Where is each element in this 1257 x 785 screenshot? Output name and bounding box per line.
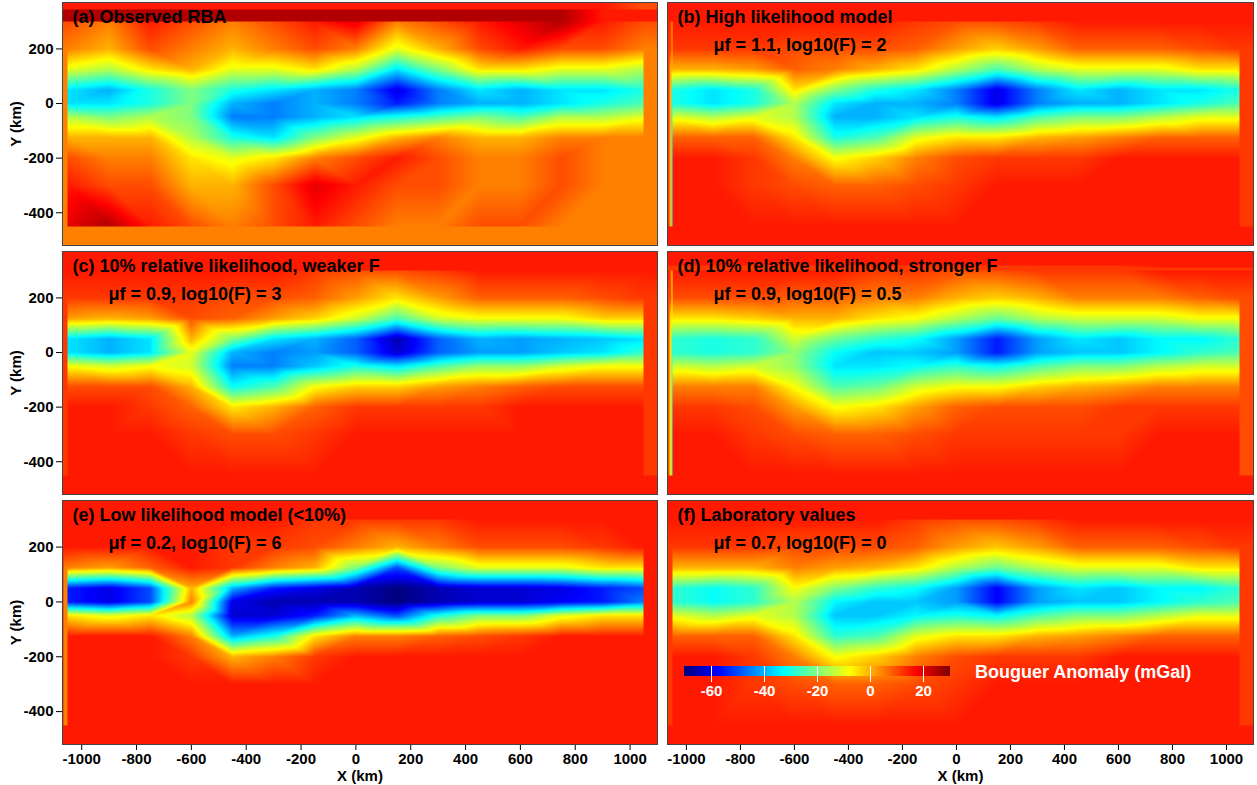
svg-text:0: 0 [952, 750, 960, 767]
svg-text:-60: -60 [701, 682, 723, 699]
svg-text:-40: -40 [754, 682, 776, 699]
svg-text:(f) Laboratory values: (f) Laboratory values [678, 505, 856, 525]
svg-text:200: 200 [398, 750, 423, 767]
svg-text:X (km): X (km) [337, 767, 383, 784]
svg-text:μf = 0.9, log10(F) = 0.5: μf = 0.9, log10(F) = 0.5 [714, 284, 902, 304]
svg-text:400: 400 [1052, 750, 1077, 767]
svg-text:-400: -400 [23, 204, 53, 221]
svg-text:400: 400 [453, 750, 478, 767]
svg-text:μf = 1.1, log10(F) = 2: μf = 1.1, log10(F) = 2 [714, 35, 887, 55]
svg-text:0: 0 [45, 94, 53, 111]
svg-text:X (km): X (km) [938, 767, 984, 784]
svg-text:-200: -200 [23, 398, 53, 415]
svg-text:μf = 0.7, log10(F) = 0: μf = 0.7, log10(F) = 0 [714, 533, 887, 553]
svg-text:-1000: -1000 [667, 750, 705, 767]
svg-text:μf = 0.2, log10(F) = 6: μf = 0.2, log10(F) = 6 [109, 533, 282, 553]
svg-text:-800: -800 [122, 750, 152, 767]
svg-text:0: 0 [866, 682, 874, 699]
svg-text:-400: -400 [23, 453, 53, 470]
svg-text:20: 20 [915, 682, 932, 699]
svg-text:(b) High likelihood model: (b) High likelihood model [678, 7, 893, 27]
svg-text:Y (km): Y (km) [7, 101, 24, 147]
svg-text:-600: -600 [779, 750, 809, 767]
svg-text:200: 200 [28, 289, 53, 306]
svg-text:1000: 1000 [613, 750, 646, 767]
svg-text:-200: -200 [286, 750, 316, 767]
svg-text:Y (km): Y (km) [7, 600, 24, 646]
svg-text:200: 200 [28, 538, 53, 555]
svg-text:(e) Low likelihood model (<10%: (e) Low likelihood model (<10%) [73, 505, 347, 525]
svg-text:800: 800 [1160, 750, 1185, 767]
svg-text:(d) 10% relative likelihood, s: (d) 10% relative likelihood, stronger F [678, 256, 998, 276]
svg-text:1000: 1000 [1210, 750, 1243, 767]
svg-text:0: 0 [352, 750, 360, 767]
svg-text:μf = 0.9, log10(F) = 3: μf = 0.9, log10(F) = 3 [109, 284, 282, 304]
svg-text:(c) 10% relative likelihood, w: (c) 10% relative likelihood, weaker F [73, 256, 380, 276]
svg-text:0: 0 [45, 593, 53, 610]
svg-text:-600: -600 [176, 750, 206, 767]
svg-text:200: 200 [998, 750, 1023, 767]
svg-text:800: 800 [563, 750, 588, 767]
svg-text:-1000: -1000 [63, 750, 101, 767]
svg-text:-20: -20 [807, 682, 829, 699]
svg-text:-200: -200 [23, 648, 53, 665]
svg-text:0: 0 [45, 343, 53, 360]
svg-text:-200: -200 [887, 750, 917, 767]
svg-text:200: 200 [28, 40, 53, 57]
svg-text:-400: -400 [833, 750, 863, 767]
svg-text:-800: -800 [725, 750, 755, 767]
svg-text:-400: -400 [23, 702, 53, 719]
svg-text:(a) Observed RBA: (a) Observed RBA [73, 7, 227, 27]
svg-text:600: 600 [1106, 750, 1131, 767]
html-text:Bouguer Anomaly (mGal): Bouguer Anomaly (mGal) [975, 662, 1192, 682]
svg-text:600: 600 [508, 750, 533, 767]
svg-text:-400: -400 [231, 750, 261, 767]
svg-text:Y (km): Y (km) [7, 350, 24, 396]
svg-text:-200: -200 [23, 149, 53, 166]
